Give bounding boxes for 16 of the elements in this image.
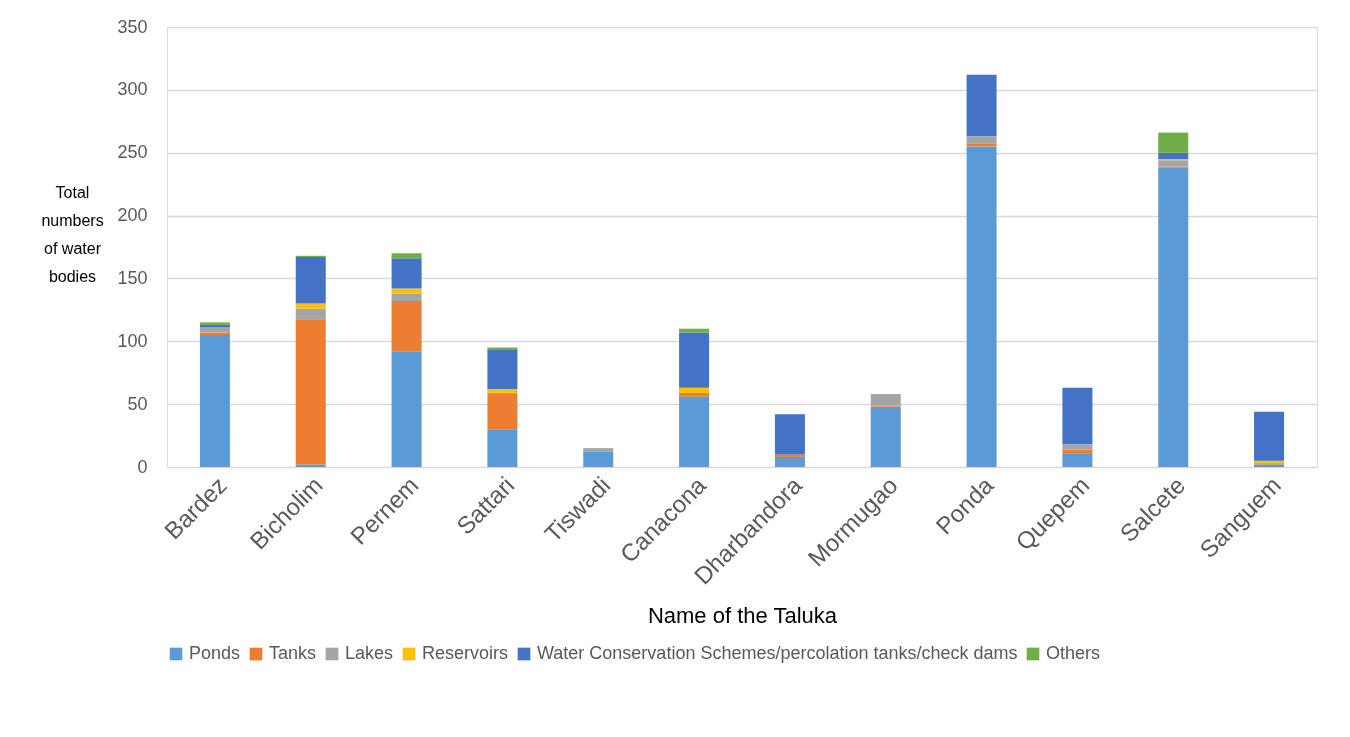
- y-tick-label: 250: [117, 142, 148, 163]
- y-tick-label: 0: [137, 456, 148, 477]
- y-tick-label: 350: [117, 16, 148, 37]
- y-tick-label: 150: [117, 267, 148, 288]
- y-tick-label: 50: [127, 393, 148, 414]
- y-tick-label: 100: [117, 330, 148, 351]
- legend-label: Reservoirs: [422, 643, 509, 663]
- legend-label: Others: [1046, 643, 1101, 663]
- legend-label: Ponds: [189, 643, 241, 663]
- legend-label: Water Conservation Schemes/percolation tanks/check dams: [537, 643, 1018, 663]
- legend-label: Lakes: [345, 643, 394, 663]
- y-axis-title: Total numbers of water bodies: [41, 183, 104, 285]
- legend-label: Tanks: [269, 643, 317, 663]
- y-tick-label: 200: [117, 205, 148, 226]
- x-axis-title: Name of the Taluka: [647, 602, 838, 628]
- y-tick-label: 300: [117, 79, 148, 100]
